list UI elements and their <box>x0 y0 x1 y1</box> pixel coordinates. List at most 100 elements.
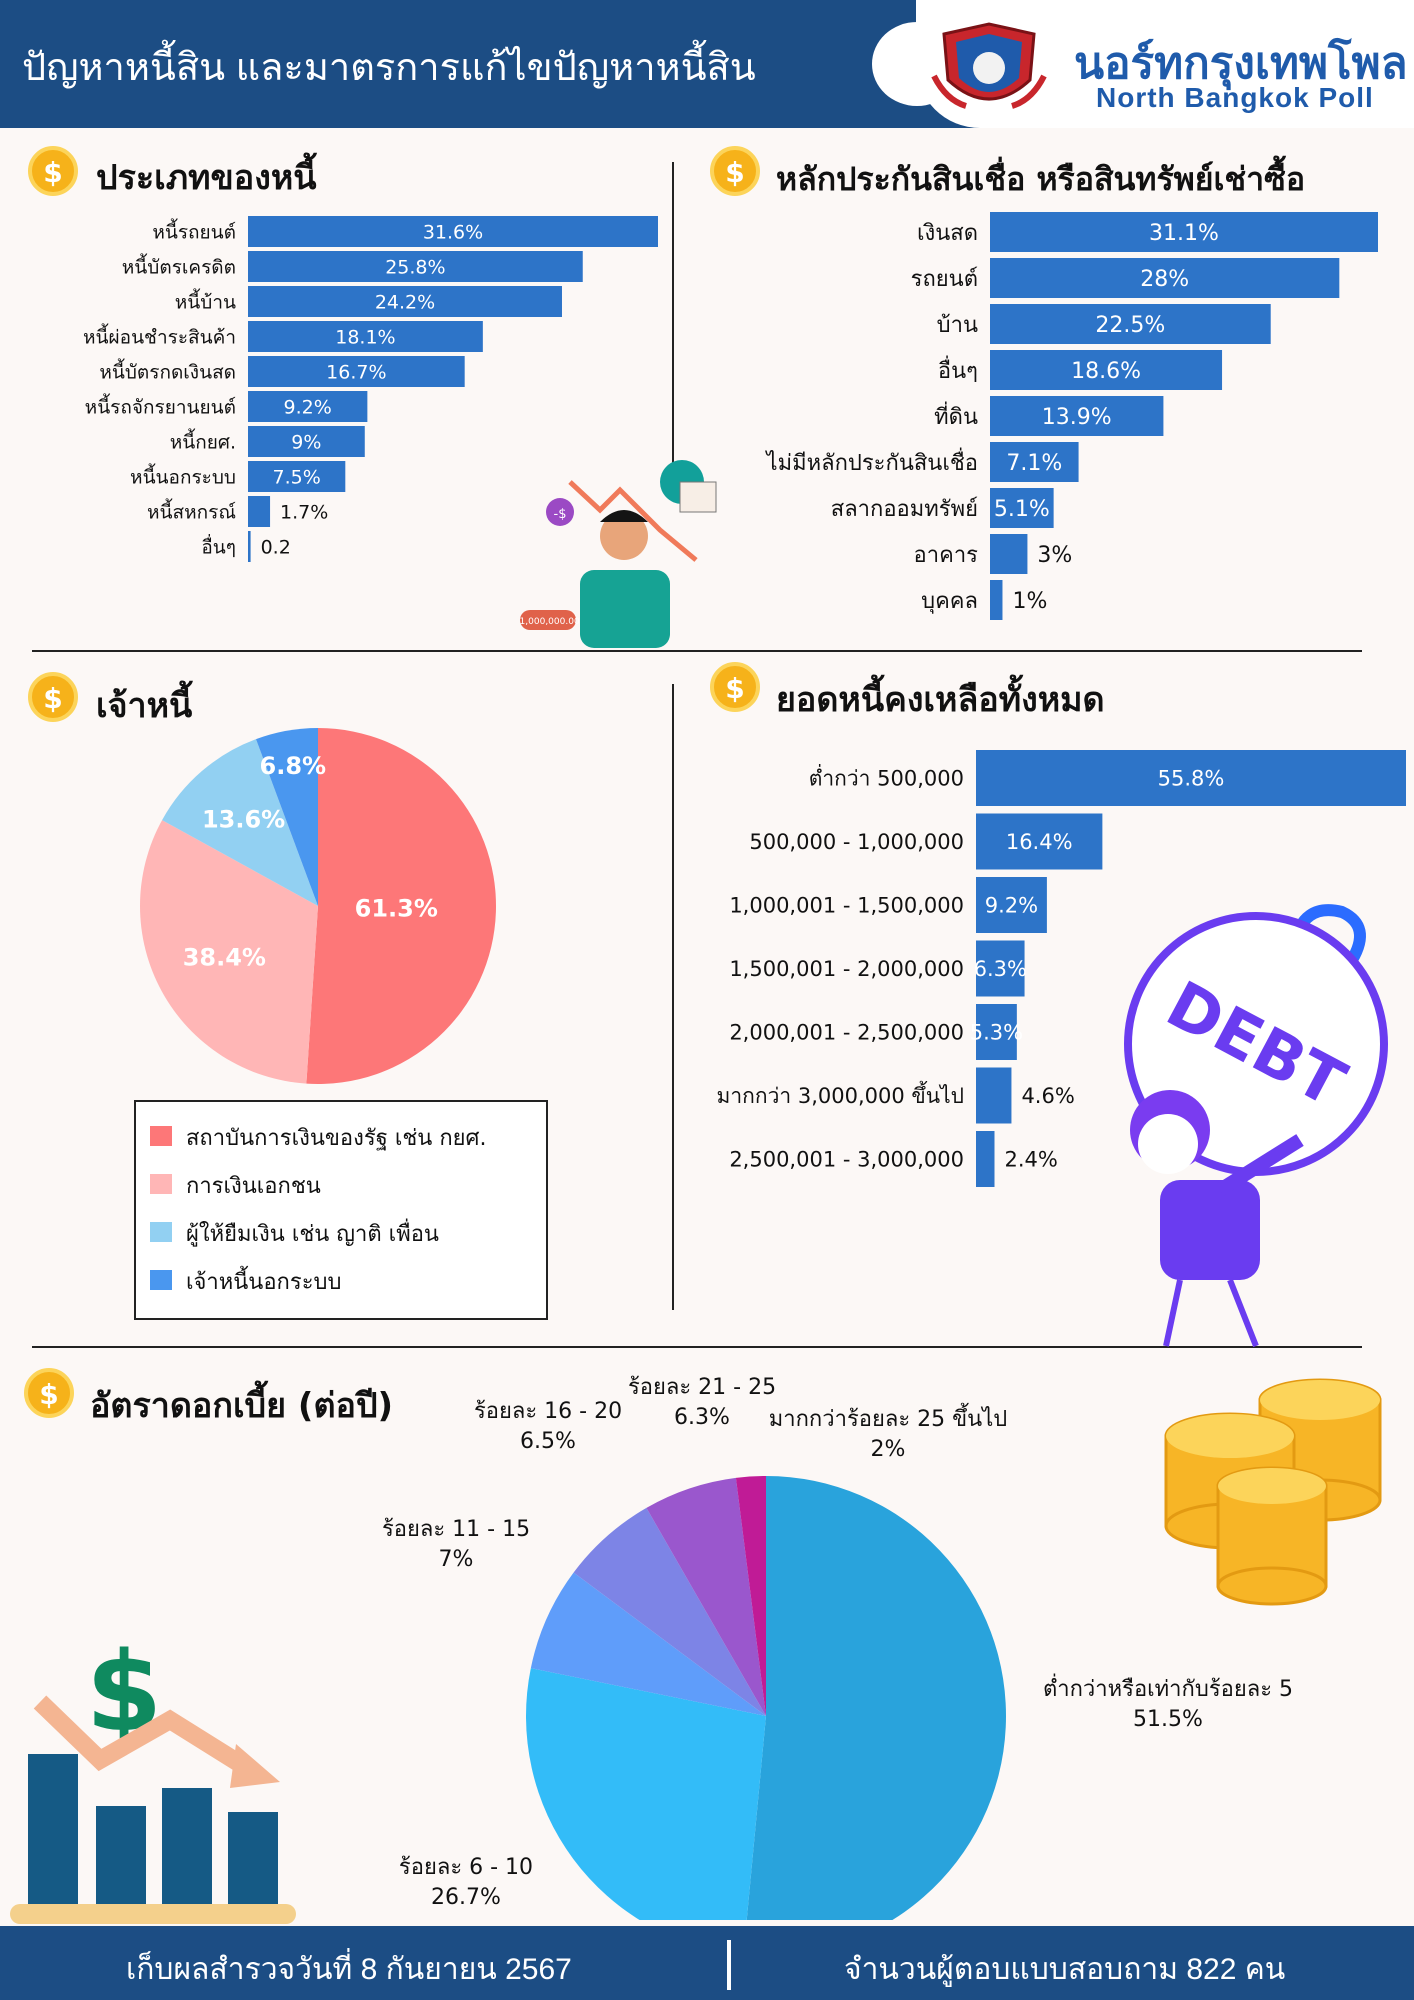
legend-label: การเงินเอกชน <box>186 1174 321 1199</box>
interest-pie-chart: ต่ำกว่าหรือเท่ากับร้อยละ 5 51.5% ร้อยละ 6 … <box>382 1375 1293 1920</box>
bar-category-label: หนี้ผ่อนชำระสินค้า <box>83 323 236 348</box>
bar <box>990 534 1028 574</box>
bar-value-label: 22.5% <box>1095 313 1165 338</box>
bar-category-label: 2,500,001 - 3,000,000 <box>729 1148 964 1172</box>
bar <box>976 1067 1012 1124</box>
collateral-chart: เงินสด 31.1% รถยนต์ 28% บ้าน 22.5% อื่นๆ 18.6% ท… <box>765 212 1378 620</box>
pie-value-label: 51.5% <box>1133 1707 1203 1732</box>
debt-types-chart: หนี้รถยนต์ 31.6% หนี้บัตรเครดิต 25.8% หนี้บ้… <box>83 216 658 562</box>
debt-ball-illustration: DEBT <box>1124 904 1388 1348</box>
pie-slice <box>526 1668 766 1920</box>
pie-slice <box>530 1572 766 1716</box>
coin-icon: $ <box>24 1368 74 1418</box>
pie-value-label: 38.4% <box>183 943 266 971</box>
debt-types-title: ประเภทของหนี้ <box>96 158 317 198</box>
bar-category-label: หนี้บัตรกดเงินสด <box>99 358 236 383</box>
page-title: ปัญหาหนี้สิน และมาตรการแก้ไขปัญหาหนี้สิน <box>22 47 756 89</box>
legend-label: สถาบันการเงินของรัฐ เช่น กยศ. <box>186 1126 487 1151</box>
bar-category-label: บ้าน <box>937 313 978 338</box>
bar <box>248 391 368 422</box>
pie-category-label: ร้อยละ 6 - 10 <box>399 1855 533 1880</box>
pie-slice <box>162 739 318 906</box>
coin-icon: $ <box>710 146 760 196</box>
interest-title: อัตราดอกเบี้ย (ต่อปี) <box>90 1386 394 1426</box>
bar <box>248 496 271 527</box>
pie-value-label: 7% <box>439 1547 474 1572</box>
section-divider <box>32 650 1362 652</box>
bar <box>248 321 483 352</box>
outstanding-chart: ต่ำกว่า 500,000 55.8% 500,000 - 1,000,000 1… <box>717 750 1406 1187</box>
bar-value-label: 13.9% <box>1042 405 1112 430</box>
bar <box>990 304 1271 344</box>
bar-category-label: ต่ำกว่า 500,000 <box>809 764 964 791</box>
bar-value-label: 16.4% <box>1006 830 1073 854</box>
bar-category-label: หนี้สหกรณ์ <box>147 498 236 523</box>
pie-category-label: ร้อยละ 11 - 15 <box>382 1517 530 1542</box>
bar <box>976 1131 995 1187</box>
pie-value-label: 61.3% <box>355 895 438 923</box>
coin-icon: $ <box>710 662 760 712</box>
pie-category-label: ร้อยละ 21 - 25 <box>628 1375 776 1400</box>
column-divider <box>672 684 674 1310</box>
bar-value-label: 31.6% <box>423 221 483 243</box>
bar <box>990 396 1164 436</box>
pie-slice <box>139 820 318 1084</box>
pie-slice <box>735 1476 766 1716</box>
pie-slice <box>306 728 496 1084</box>
bar-value-label: 25.8% <box>385 256 445 278</box>
bar-value-label: 18.1% <box>335 326 395 348</box>
org-name-en: North Bangkok Poll <box>1096 82 1374 113</box>
bar-value-label: 7.1% <box>1006 451 1062 476</box>
pie-slice <box>746 1476 1006 1920</box>
bar-category-label: บุคคล <box>921 589 978 614</box>
pie-slice <box>573 1507 766 1716</box>
bar-value-label: 9.2% <box>985 894 1038 918</box>
price-tag-text: -1,000,000.00 <box>520 617 580 627</box>
pie-value-label: 6.3% <box>674 1405 730 1430</box>
bar <box>248 531 251 562</box>
bar-value-label: 6.3% <box>974 957 1027 981</box>
bar-category-label: อื่นๆ <box>201 533 236 558</box>
bar-category-label: หนี้บ้าน <box>175 288 236 313</box>
bar-value-label: 28% <box>1140 267 1189 292</box>
legend-swatch <box>150 1174 172 1194</box>
bar <box>248 286 562 317</box>
bar-category-label: มากกว่า 3,000,000 ขึ้นไป <box>717 1081 964 1108</box>
pie-value-label: 6.8% <box>260 752 327 780</box>
collateral-title: หลักประกันสินเชื่อ หรือสินทรัพย์เช่าซื้อ <box>776 160 1306 198</box>
creditors-legend: สถาบันการเงินของรัฐ เช่น กยศ. การเงินเอก… <box>134 1100 548 1320</box>
bar-category-label: 2,000,001 - 2,500,000 <box>729 1021 964 1045</box>
bar <box>976 750 1406 806</box>
bar-value-label: 0.2 <box>261 536 291 558</box>
coin-stack-illustration <box>1164 1378 1382 1606</box>
bar <box>990 488 1054 528</box>
pie-value-label: 2% <box>871 1437 906 1462</box>
bar <box>990 442 1079 482</box>
declining-bars-illustration: $ <box>10 1628 296 1924</box>
bar-value-label: 1% <box>1012 589 1047 614</box>
bar-category-label: รถยนต์ <box>911 267 978 292</box>
bar-category-label: 1,000,001 - 1,500,000 <box>729 894 964 918</box>
outstanding-title: ยอดหนี้คงเหลือทั้งหมด <box>776 680 1105 720</box>
survey-date: เก็บผลสำรวจวันที่ 8 กันยายน 2567 <box>126 1953 572 1986</box>
bar-value-label: 5.3% <box>970 1021 1023 1045</box>
respondent-count: จำนวนผู้ตอบแบบสอบถาม 822 คน <box>844 1953 1286 1986</box>
section-divider <box>32 1346 1362 1348</box>
bar-value-label: 55.8% <box>1158 767 1225 791</box>
bar-value-label: 3% <box>1037 543 1072 568</box>
bar <box>248 461 346 492</box>
bar-category-label: ไม่มีหลักประกันสินเชื่อ <box>765 447 978 476</box>
bar-value-label: 16.7% <box>326 361 386 383</box>
pie-category-label: มากกว่าร้อยละ 25 ขึ้นไป <box>769 1403 1008 1432</box>
bar-value-label: 1.7% <box>280 501 328 523</box>
bar-category-label: อื่นๆ <box>938 355 978 384</box>
bar-value-label: 4.6% <box>1021 1084 1074 1108</box>
bar-category-label: 500,000 - 1,000,000 <box>749 830 964 854</box>
bar-category-label: เงินสด <box>917 221 978 246</box>
creditors-title: เจ้าหนี้ <box>96 686 193 726</box>
bar-value-label: 9.2% <box>284 396 332 418</box>
bar-category-label: ที่ดิน <box>934 401 978 430</box>
poll-emblem-icon <box>931 22 1047 109</box>
bar <box>248 216 658 247</box>
footer-separator <box>727 1940 731 1990</box>
